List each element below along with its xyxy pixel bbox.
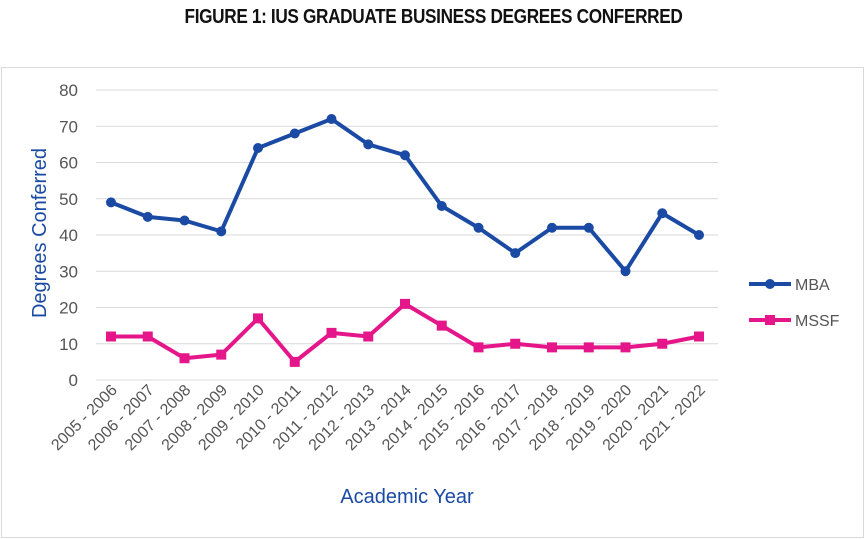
data-point-mssf <box>473 342 484 353</box>
y-tick-label: 60 <box>59 154 78 173</box>
series-lines <box>106 114 704 367</box>
y-tick-label: 80 <box>59 81 78 100</box>
data-point-mba <box>142 211 153 222</box>
data-point-mba <box>547 222 557 233</box>
y-tick-label: 50 <box>59 190 78 209</box>
data-point-mba <box>473 222 484 233</box>
data-point-mba <box>289 128 300 139</box>
data-point-mba <box>620 266 631 277</box>
data-point-mssf <box>620 342 631 353</box>
data-point-mssf <box>510 338 521 349</box>
data-point-mba <box>216 226 227 237</box>
data-point-mba <box>436 201 447 211</box>
data-point-mssf <box>363 331 374 342</box>
y-tick-label: 40 <box>59 226 78 245</box>
data-point-mba <box>326 114 337 124</box>
chart-title: FIGURE 1: IUS GRADUATE BUSINESS DEGREES … <box>184 6 683 28</box>
data-point-mssf <box>694 331 704 342</box>
y-axis-label: Degrees Conferred <box>29 148 51 318</box>
chart-area <box>1 67 864 538</box>
data-point-mssf <box>583 342 594 353</box>
series-line-mssf <box>109 301 701 364</box>
y-axis-ticks: 0 10 20 30 40 50 60 70 80 <box>59 81 78 390</box>
y-tick-label: 0 <box>69 371 78 390</box>
data-point-mssf <box>289 356 300 367</box>
legend-marker-mssf <box>765 315 775 325</box>
data-point-mba <box>657 208 668 219</box>
data-point-mba <box>694 230 704 240</box>
legend-marker-mba <box>765 279 775 289</box>
legend-label-mba: MBA <box>795 277 830 294</box>
y-tick-label: 20 <box>59 299 78 318</box>
data-point-mssf <box>253 313 263 324</box>
data-point-mba <box>583 222 594 233</box>
data-point-mssf <box>179 353 190 364</box>
data-point-mssf <box>106 331 116 342</box>
data-point-mssf <box>657 338 668 349</box>
data-point-mssf <box>547 342 557 353</box>
data-point-mba <box>363 139 374 150</box>
data-point-mba <box>179 215 190 226</box>
data-point-mssf <box>326 327 337 338</box>
series-line-mba <box>109 117 701 274</box>
y-tick-label: 30 <box>59 262 78 281</box>
legend: MBA MSSF <box>749 277 840 330</box>
data-point-mssf <box>216 349 227 360</box>
legend-label-mssf: MSSF <box>795 313 840 330</box>
data-point-mba <box>510 248 521 259</box>
data-point-mssf <box>400 298 410 309</box>
data-point-mssf <box>436 320 447 331</box>
y-tick-label: 10 <box>59 335 78 354</box>
gridlines <box>96 89 718 381</box>
x-axis-label: Academic Year <box>340 486 474 508</box>
data-point-mba <box>253 143 263 153</box>
data-point-mba <box>400 150 410 161</box>
y-tick-label: 70 <box>59 117 78 136</box>
data-point-mssf <box>142 331 153 342</box>
data-point-mba <box>106 197 116 208</box>
